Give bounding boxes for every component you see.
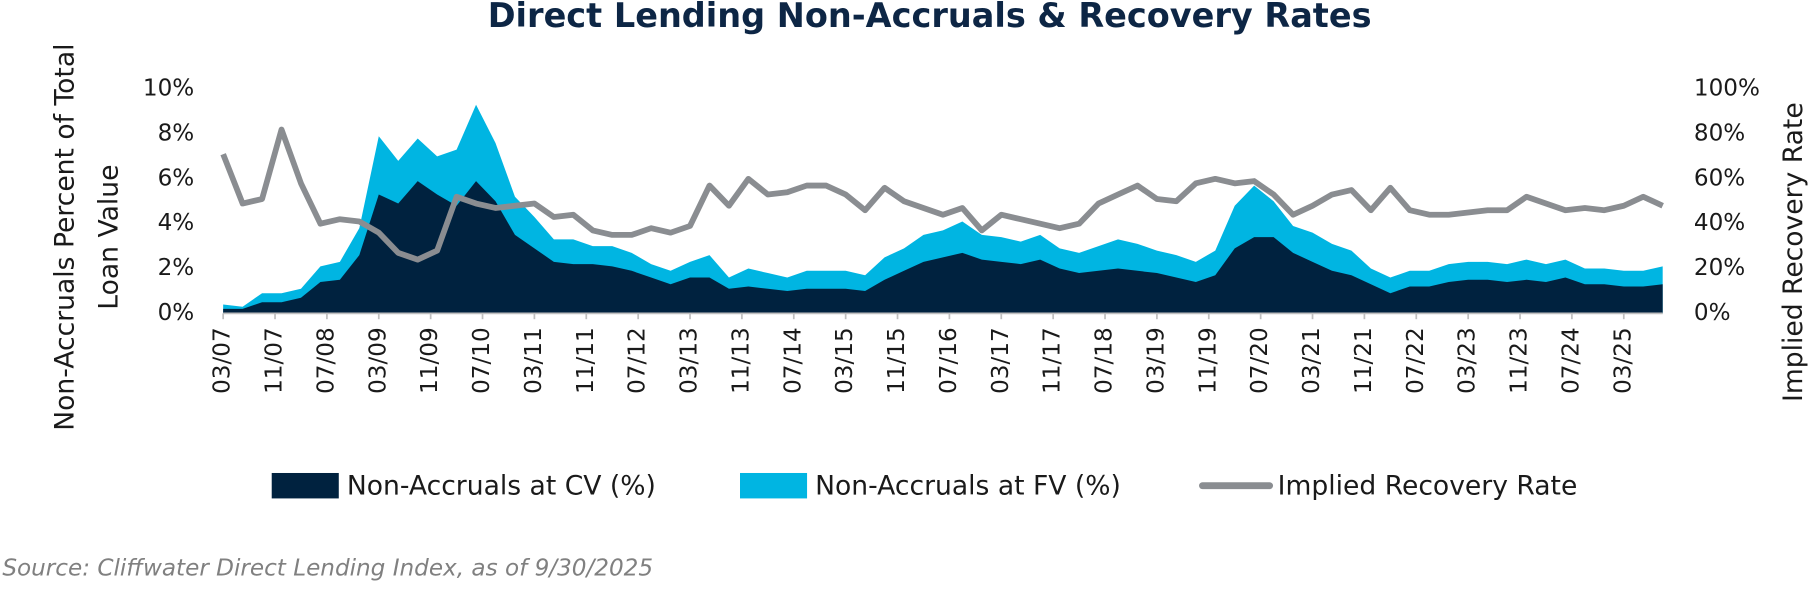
x-tick-label: 03/09 xyxy=(365,327,391,394)
x-tick-label: 11/15 xyxy=(884,327,910,394)
source-note: Source: Cliffwater Direct Lending Index,… xyxy=(2,555,653,581)
x-tick-label: 11/13 xyxy=(728,327,754,394)
legend-label: Non-Accruals at CV (%) xyxy=(347,470,656,501)
legend-swatch xyxy=(740,472,808,499)
x-tick-label: 03/25 xyxy=(1610,327,1636,394)
chart-title: Direct Lending Non-Accruals & Recovery R… xyxy=(488,0,1372,35)
x-tick-label: 07/20 xyxy=(1247,327,1273,394)
y2-tick-label: 0% xyxy=(1694,300,1731,326)
x-tick-label: 07/22 xyxy=(1403,327,1429,394)
x-tick-label: 07/10 xyxy=(469,327,495,394)
x-tick-label: 11/09 xyxy=(417,327,443,394)
y2-axis-title: Implied Recovery Rate xyxy=(1778,102,1809,402)
y2-tick-label: 100% xyxy=(1694,76,1760,102)
x-tick-label: 03/07 xyxy=(210,327,236,394)
y-tick-label: 8% xyxy=(158,120,195,146)
y-tick-label: 0% xyxy=(158,300,195,326)
x-tick-label: 11/17 xyxy=(1040,327,1066,394)
area xyxy=(223,181,1663,314)
y-axis-title: Loan Value xyxy=(93,165,124,310)
x-tick-label: 03/19 xyxy=(1143,327,1169,394)
x-tick-label: 11/21 xyxy=(1351,327,1377,394)
x-tick-label: 03/13 xyxy=(677,327,703,394)
x-tick-label: 03/23 xyxy=(1455,327,1481,394)
x-tick-label: 11/23 xyxy=(1507,327,1533,394)
x-tick-label: 11/07 xyxy=(262,327,288,394)
x-tick-label: 11/11 xyxy=(573,327,599,394)
x-tick-label: 07/24 xyxy=(1558,327,1584,394)
y-tick-label: 10% xyxy=(143,76,194,102)
y2-tick-label: 20% xyxy=(1694,255,1745,281)
y-axis-title: Non-Accruals Percent of Total xyxy=(49,43,80,430)
x-tick-label: 03/15 xyxy=(832,327,858,394)
legend-label: Non-Accruals at FV (%) xyxy=(815,470,1121,501)
x-tick-label: 07/16 xyxy=(936,327,962,394)
x-tick-label: 11/19 xyxy=(1195,327,1221,394)
x-tick-label: 07/18 xyxy=(1092,327,1118,394)
x-tick-label: 03/21 xyxy=(1299,327,1325,394)
x-tick-label: 07/14 xyxy=(780,327,806,394)
y2-tick-label: 60% xyxy=(1694,165,1745,191)
line xyxy=(220,126,1664,263)
y2-tick-label: 40% xyxy=(1694,210,1745,236)
legend-swatch xyxy=(271,472,339,499)
legend-label: Implied Recovery Rate xyxy=(1278,470,1578,501)
x-tick-label: 07/12 xyxy=(625,327,651,394)
x-tick-label: 03/11 xyxy=(521,327,547,394)
y-tick-label: 2% xyxy=(158,255,195,281)
y2-tick-label: 80% xyxy=(1694,120,1745,146)
x-tick-label: 03/17 xyxy=(988,327,1014,394)
y-tick-label: 4% xyxy=(158,210,195,236)
x-tick-label: 07/08 xyxy=(313,327,339,394)
y-tick-label: 6% xyxy=(158,165,195,191)
